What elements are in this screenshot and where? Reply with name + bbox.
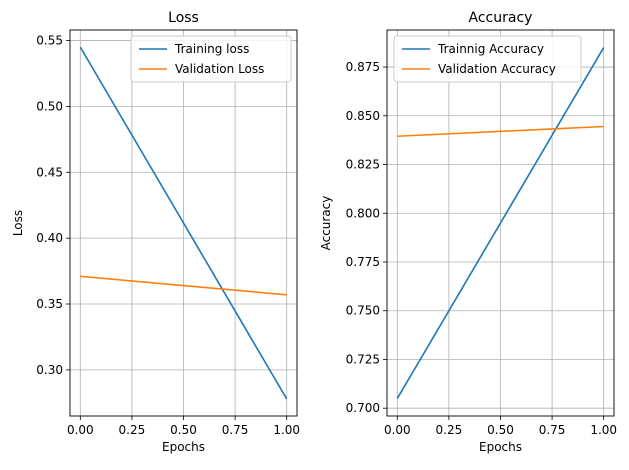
series-line-1 [80, 275, 287, 296]
chart-panel-loss: 0.00 0.25 0.50 0.75 1.00 0.30 0.35 0.40 0.45 0.50… [11, 10, 300, 454]
y-tick-label: 0.725 [346, 352, 380, 366]
y-tick-label: 0.775 [346, 255, 380, 269]
y-tick-label: 0.825 [346, 158, 380, 172]
y-tick-label: 0.55 [36, 34, 63, 48]
y-tick-label: 0.850 [346, 109, 380, 123]
legend: Training loss Validation Loss [130, 35, 292, 83]
chart-title: Loss [168, 10, 199, 26]
y-tick-label: 0.50 [36, 99, 63, 113]
y-tick-label: 0.45 [36, 165, 63, 179]
legend-label: Training loss [174, 42, 249, 56]
legend: Trainnig Accuracy Validation Accuracy [393, 35, 582, 83]
x-tick-label: 0.75 [222, 423, 249, 437]
y-tick-label: 0.875 [346, 60, 380, 74]
y-axis-label: Accuracy [319, 196, 333, 251]
series-line-0 [396, 47, 605, 399]
x-tick-label: 0.00 [67, 423, 94, 437]
x-axis-label: Epochs [162, 440, 205, 454]
legend-box [130, 35, 292, 83]
x-tick-label: 0.50 [170, 423, 197, 437]
y-axis-label: Loss [11, 210, 25, 236]
x-tick-label: 0.75 [539, 423, 566, 437]
series-line-1 [397, 125, 604, 138]
legend-label: Validation Accuracy [438, 62, 556, 76]
x-tick-label: 1.00 [273, 423, 300, 437]
y-tick-label: 0.750 [346, 304, 380, 318]
chart-title: Accuracy [469, 10, 533, 26]
x-tick-label: 1.00 [590, 423, 617, 437]
x-axis-label: Epochs [479, 440, 522, 454]
legend-label: Validation Loss [175, 62, 264, 76]
x-tick-label: 0.50 [487, 423, 514, 437]
x-tick-label: 0.25 [436, 423, 463, 437]
legend-label: Trainnig Accuracy [437, 42, 544, 56]
y-tick-label: 0.800 [346, 206, 380, 220]
y-tick-label: 0.40 [36, 231, 63, 245]
x-tick-label: 0.25 [119, 423, 146, 437]
legend-box [393, 35, 582, 83]
y-tick-label: 0.35 [36, 297, 63, 311]
y-tick-label: 0.700 [346, 401, 380, 415]
chart-panel-accuracy: 0.00 0.25 0.50 0.75 1.00 0.700 0.725 0.750 0.775… [319, 10, 617, 454]
series-line-0 [79, 46, 288, 400]
y-tick-label: 0.30 [36, 363, 63, 377]
x-tick-label: 0.00 [384, 423, 411, 437]
